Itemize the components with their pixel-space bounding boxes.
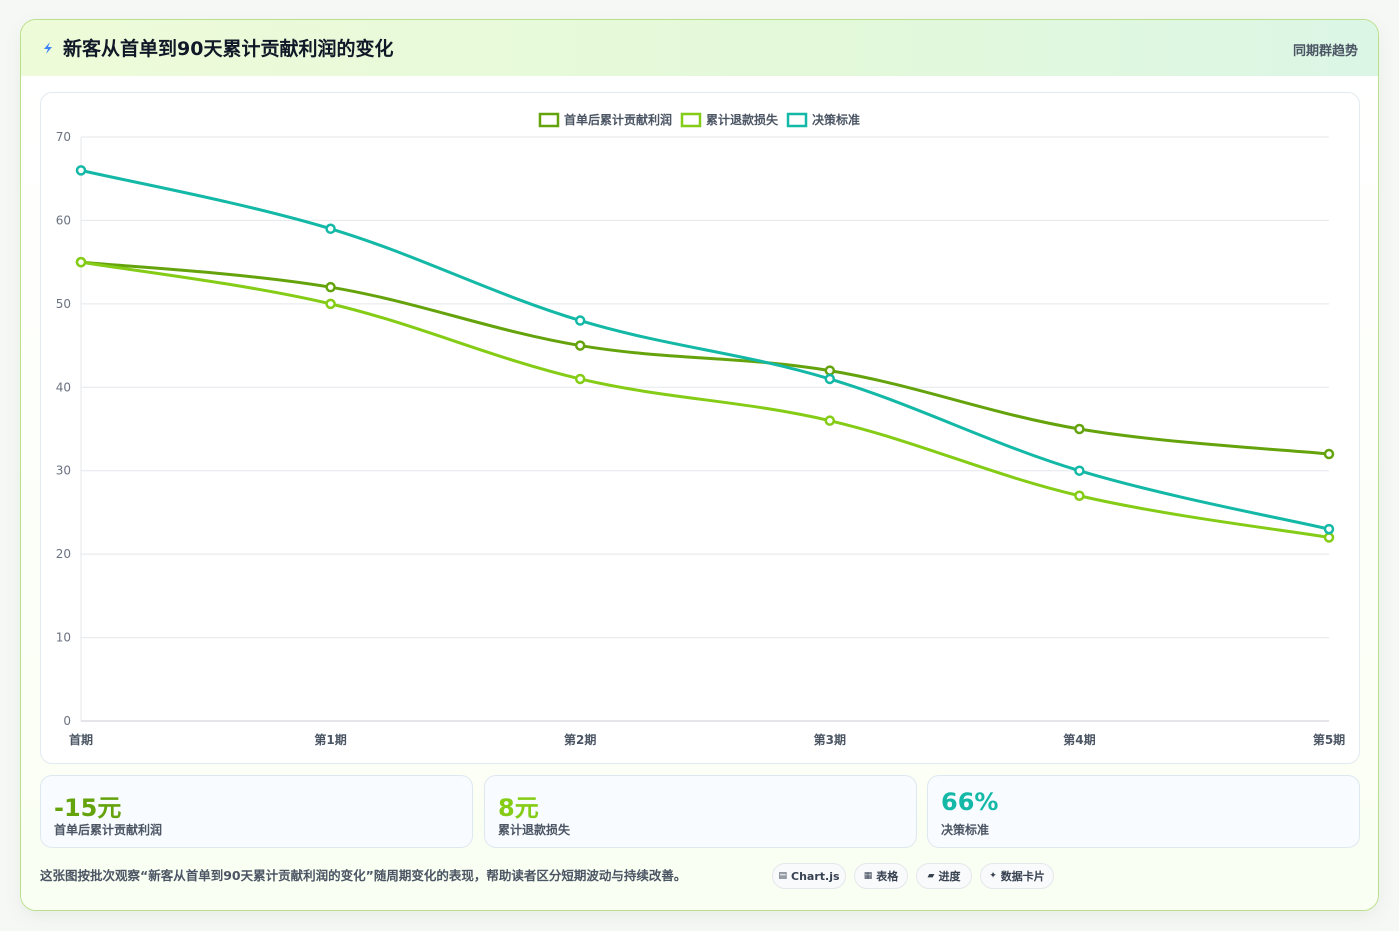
- legend-label: 首单后累计贡献利润: [564, 112, 672, 127]
- stat-label: 决策标准: [941, 823, 990, 837]
- legend-swatch: [538, 112, 560, 128]
- series-line: [80, 168, 1330, 531]
- data-point: [1074, 465, 1085, 476]
- progress-icon: ▰: [927, 871, 935, 881]
- card-header: 新客从首单到90天累计贡献利润的变化 同期群趋势: [21, 20, 1378, 77]
- y-tick-label: 70: [56, 130, 71, 144]
- legend-label: 累计退款损失: [706, 112, 779, 127]
- stat-label: 首单后累计贡献利润: [54, 823, 163, 837]
- x-tick-label: 第4期: [1063, 732, 1095, 747]
- stat-label: 累计退款损失: [498, 823, 571, 837]
- data-point: [824, 373, 836, 385]
- data-point: [1323, 448, 1335, 460]
- data-point: [75, 256, 87, 268]
- line-chart: 0 10 20 30 40 50 60 70 首期 第1期 第2期 第3期 第4期 第5期 首单后累计贡献利…: [56, 112, 1345, 747]
- data-point: [1074, 490, 1085, 501]
- stat-card-refund: 8元 累计退款损失: [484, 775, 917, 848]
- y-tick-label: 40: [56, 380, 71, 394]
- data-point: [574, 340, 586, 351]
- stat-value: -15元: [54, 794, 122, 822]
- x-tick-label: 第3期: [814, 732, 846, 747]
- data-point: [325, 223, 336, 235]
- stat-value: 66%: [941, 788, 999, 816]
- y-tick-label: 20: [56, 547, 71, 561]
- chart-icon: ▤: [778, 871, 787, 881]
- y-tick-label: 30: [56, 464, 71, 478]
- x-tick-label: 第2期: [564, 732, 596, 747]
- pill-chartjs[interactable]: ▤ Chart.js: [772, 863, 846, 889]
- data-point: [75, 165, 87, 176]
- legend-swatch: [786, 112, 808, 128]
- page-title: 新客从首单到90天累计贡献利润的变化: [63, 38, 394, 60]
- data-point: [824, 415, 836, 426]
- y-tick-label: 0: [63, 714, 71, 728]
- chart-card: 新客从首单到90天累计贡献利润的变化 同期群趋势 0 10 20 30 40 50 60 70…: [20, 19, 1379, 911]
- pill-label: 表格: [876, 870, 899, 883]
- series-line: [80, 260, 1330, 539]
- data-point: [325, 281, 336, 293]
- data-point: [1074, 423, 1085, 435]
- data-point: [574, 373, 586, 385]
- series-line: [80, 260, 1330, 456]
- legend-swatch: [680, 112, 702, 128]
- pill-label: 进度: [938, 870, 961, 883]
- pill-data-card[interactable]: ✦ 数据卡片: [980, 863, 1054, 889]
- header-tag: 同期群趋势: [1292, 44, 1358, 59]
- y-tick-label: 10: [56, 631, 71, 645]
- pill-table[interactable]: ▦ 表格: [854, 863, 908, 889]
- card-body: 0 10 20 30 40 50 60 70 首期 第1期 第2期 第3期 第4期 第5期 首单后累计贡献利…: [21, 76, 1378, 910]
- sparkle-icon: ✦: [989, 871, 997, 881]
- pill-label: 数据卡片: [1000, 870, 1045, 883]
- stat-value: 8元: [498, 794, 539, 822]
- y-tick-label: 60: [56, 213, 71, 227]
- stat-card-profit: -15元 首单后累计贡献利润: [40, 775, 473, 848]
- pill-progress[interactable]: ▰ 进度: [916, 863, 972, 889]
- legend: 首单后累计贡献利润 累计退款损失 决策标准: [538, 112, 860, 128]
- series-1: [75, 256, 1335, 460]
- data-point: [824, 365, 836, 376]
- lightning-icon: [44, 42, 52, 54]
- series-2: [75, 256, 1335, 543]
- x-tick-label: 首期: [69, 732, 93, 747]
- chart-container: 0 10 20 30 40 50 60 70 首期 第1期 第2期 第3期 第4期 第5期 首单后累计贡献利…: [40, 92, 1360, 764]
- legend-label: 决策标准: [812, 112, 860, 127]
- data-point: [1323, 532, 1335, 543]
- table-icon: ▦: [863, 871, 873, 881]
- stat-card-decision: 66% 决策标准: [927, 775, 1360, 848]
- data-point: [1323, 523, 1335, 535]
- pill-label: Chart.js: [791, 869, 840, 883]
- series-3: [75, 165, 1335, 535]
- chart-footnote: 这张图按批次观察“新客从首单到90天累计贡献利润的变化”随周期变化的表现，帮助读…: [40, 868, 687, 883]
- x-tick-label: 第1期: [314, 732, 346, 747]
- data-point: [325, 298, 336, 310]
- y-tick-label: 50: [56, 297, 71, 311]
- x-tick-label: 第5期: [1313, 732, 1345, 747]
- data-point: [574, 315, 586, 326]
